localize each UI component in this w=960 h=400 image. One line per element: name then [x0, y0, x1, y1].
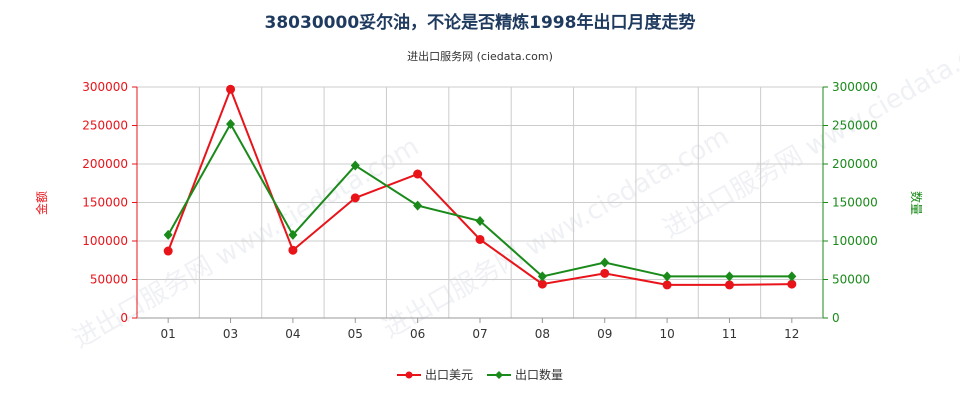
- left-tick-label: 150000: [82, 196, 128, 210]
- x-tick-label: 11: [722, 327, 737, 341]
- data-point: [724, 271, 734, 282]
- left-tick-label: 100000: [82, 234, 128, 248]
- left-axis-title: 金额: [34, 191, 49, 215]
- legend-label: 出口数量: [515, 367, 563, 382]
- left-tick-label: 0: [120, 311, 128, 325]
- right-axis-title: 数量: [909, 191, 924, 215]
- right-tick-label: 100000: [832, 234, 878, 248]
- data-point: [475, 215, 485, 226]
- chart-subtitle: 进出口服务网 (ciedata.com): [407, 50, 553, 63]
- data-point: [537, 271, 547, 282]
- data-point: [226, 118, 236, 129]
- x-tick-label: 09: [597, 327, 612, 341]
- data-point: [600, 257, 610, 268]
- data-point: [600, 268, 610, 278]
- right-tick-label: 50000: [832, 273, 870, 287]
- x-tick-label: 03: [223, 327, 238, 341]
- x-tick-label: 12: [784, 327, 799, 341]
- right-tick-label: 0: [832, 311, 840, 325]
- data-point: [350, 193, 360, 203]
- left-tick-label: 250000: [82, 119, 128, 133]
- left-tick-label: 300000: [82, 80, 128, 94]
- x-tick-label: 06: [410, 327, 425, 341]
- data-point: [226, 84, 236, 94]
- data-point: [163, 246, 173, 256]
- x-tick-label: 05: [348, 327, 363, 341]
- axes: 0500001000001500002000002500003000000500…: [34, 80, 924, 341]
- chart-title: 38030000妥尔油，不论是否精炼1998年出口月度走势: [264, 13, 696, 33]
- x-tick-label: 08: [535, 327, 550, 341]
- legend: 出口美元 出口数量: [397, 367, 563, 382]
- data-point: [413, 169, 423, 179]
- data-point: [475, 234, 485, 244]
- x-tick-label: 10: [659, 327, 674, 341]
- left-tick-label: 200000: [82, 157, 128, 171]
- legend-label: 出口美元: [425, 368, 473, 382]
- series: [163, 84, 797, 290]
- data-point: [787, 271, 797, 282]
- data-point: [163, 229, 173, 240]
- left-tick-label: 50000: [90, 273, 128, 287]
- x-tick-label: 04: [285, 327, 300, 341]
- data-point: [724, 280, 734, 290]
- data-point: [350, 160, 360, 171]
- data-point: [537, 279, 547, 289]
- x-tick-label: 07: [472, 327, 487, 341]
- right-tick-label: 300000: [832, 80, 878, 94]
- data-point: [288, 245, 298, 255]
- legend-marker: [495, 371, 503, 379]
- right-tick-label: 150000: [832, 196, 878, 210]
- data-point: [787, 279, 797, 289]
- data-point: [288, 229, 298, 240]
- data-point: [662, 271, 672, 282]
- right-tick-label: 200000: [832, 157, 878, 171]
- right-tick-label: 250000: [832, 119, 878, 133]
- data-point: [413, 200, 423, 211]
- legend-marker: [405, 371, 413, 379]
- data-point: [662, 280, 672, 290]
- x-tick-label: 01: [161, 327, 176, 341]
